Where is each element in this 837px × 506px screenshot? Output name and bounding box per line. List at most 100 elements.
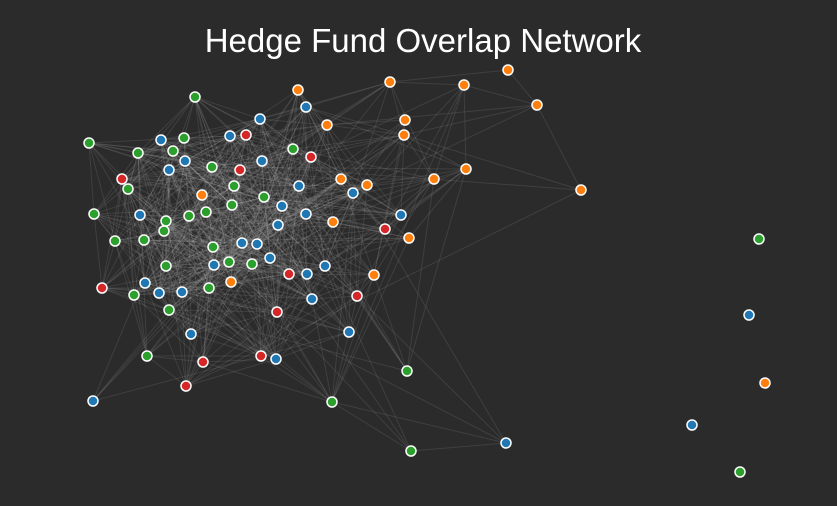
edge — [158, 292, 333, 403]
edge — [277, 185, 300, 226]
edge — [163, 230, 187, 387]
edge — [245, 134, 258, 245]
edge — [228, 261, 313, 300]
edge — [168, 215, 190, 311]
edge — [263, 106, 307, 198]
edge — [143, 239, 160, 294]
edge — [165, 220, 214, 248]
node — [300, 208, 312, 220]
edge — [127, 188, 210, 289]
edge — [277, 178, 342, 226]
edge — [133, 294, 204, 363]
edge — [137, 152, 167, 267]
edge — [305, 124, 328, 215]
edge — [160, 139, 278, 313]
node — [83, 137, 95, 149]
edge — [165, 185, 235, 222]
edge — [239, 169, 307, 215]
edge — [277, 224, 313, 300]
edge — [184, 160, 279, 226]
node — [160, 215, 172, 227]
edge — [410, 442, 507, 452]
edge — [251, 205, 283, 265]
node — [264, 252, 276, 264]
edge — [241, 224, 279, 244]
edge — [139, 214, 183, 293]
edge — [259, 118, 412, 452]
edge — [205, 211, 386, 230]
edge — [403, 134, 435, 180]
edge — [93, 213, 145, 241]
edge — [305, 213, 402, 216]
edge — [212, 196, 265, 248]
edge — [212, 135, 231, 248]
edge — [340, 178, 402, 216]
edge — [324, 178, 435, 267]
edge — [139, 150, 174, 216]
edge — [137, 152, 167, 222]
edge — [212, 243, 258, 248]
edge — [201, 194, 258, 245]
edge — [181, 156, 312, 293]
edge — [260, 273, 308, 357]
edge — [259, 118, 308, 275]
edge — [201, 194, 283, 207]
edge — [143, 239, 277, 360]
edge — [311, 295, 358, 300]
node — [200, 206, 212, 218]
edge — [208, 287, 262, 357]
edge — [88, 142, 167, 222]
edge — [281, 205, 358, 297]
edge — [205, 211, 230, 263]
edge — [144, 281, 232, 284]
edge — [276, 265, 326, 313]
edge — [163, 230, 214, 248]
node — [293, 180, 305, 192]
edge — [168, 135, 231, 171]
edge — [202, 361, 333, 403]
edge — [263, 185, 300, 198]
edge — [184, 118, 261, 162]
edge — [212, 246, 262, 357]
edge — [92, 230, 165, 402]
edge — [306, 184, 368, 275]
edge — [228, 221, 334, 263]
edge — [211, 166, 300, 187]
edge — [158, 215, 190, 294]
edge — [114, 240, 507, 444]
edge — [277, 156, 312, 226]
edge — [163, 230, 210, 289]
edge — [298, 185, 402, 216]
edge — [241, 178, 435, 244]
edge — [228, 204, 233, 263]
edge — [288, 84, 465, 275]
edge — [137, 150, 174, 154]
node — [203, 282, 215, 294]
edge — [332, 214, 402, 223]
edge — [160, 139, 263, 162]
edge — [172, 150, 241, 171]
edge — [230, 196, 265, 283]
edge — [277, 224, 326, 267]
node — [128, 289, 140, 301]
edge — [205, 148, 294, 213]
edge — [245, 134, 265, 198]
edge — [144, 282, 210, 289]
node — [141, 350, 153, 362]
edge — [168, 211, 207, 311]
edge — [183, 96, 196, 139]
edge — [194, 96, 261, 120]
edge — [230, 213, 307, 283]
edge — [340, 178, 386, 230]
edge — [231, 178, 342, 206]
edge — [213, 118, 261, 266]
edge — [239, 169, 271, 259]
edge — [144, 264, 215, 284]
node — [167, 145, 179, 157]
edge — [256, 243, 277, 360]
edge — [127, 139, 162, 190]
edge — [259, 118, 342, 180]
edge — [205, 205, 283, 213]
edge — [188, 215, 215, 266]
edge — [326, 124, 405, 136]
